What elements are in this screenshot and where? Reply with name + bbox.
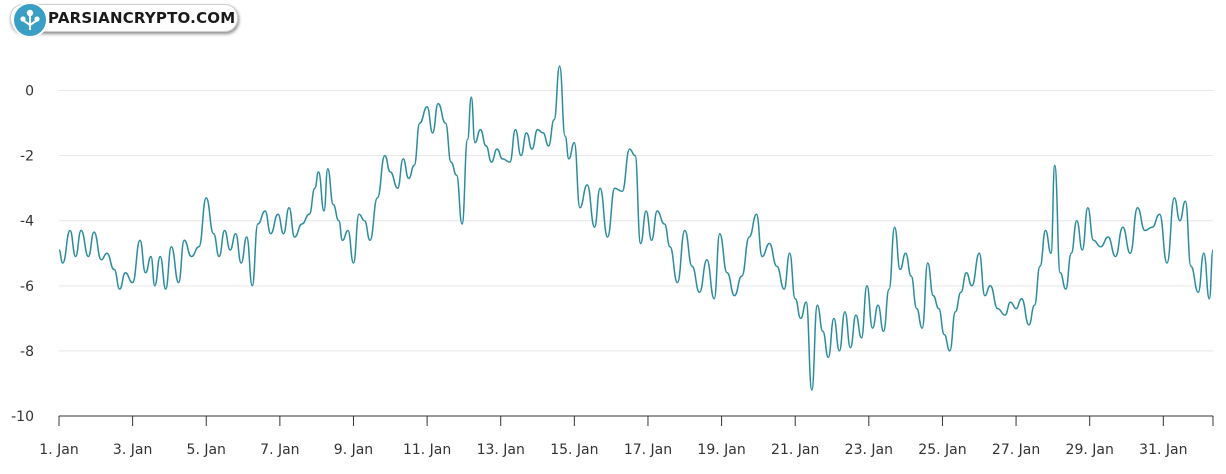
x-tick-label: 11. Jan <box>403 442 451 458</box>
x-tick-label: 21. Jan <box>771 442 819 458</box>
x-tick-label: 27. Jan <box>992 442 1040 458</box>
grid-lines <box>59 90 1213 352</box>
y-axis-labels: 0 -2 -4 -6 -8 -10 <box>11 84 34 425</box>
y-tick-label: -2 <box>20 149 34 165</box>
x-tick-label: 17. Jan <box>624 442 672 458</box>
brand-name[interactable]: PARSIANCRYPTO.COM <box>48 9 236 27</box>
x-tick-label: 3. Jan <box>113 442 152 458</box>
x-tick-label: 29. Jan <box>1066 442 1114 458</box>
x-tick-label: 13. Jan <box>477 442 525 458</box>
x-tick-label: 9. Jan <box>334 442 373 458</box>
x-tick-label: 25. Jan <box>918 442 966 458</box>
x-tick-label: 7. Jan <box>260 442 299 458</box>
y-tick-label: 0 <box>25 84 34 100</box>
x-tick-label: 15. Jan <box>550 442 598 458</box>
y-tick-label: -8 <box>20 344 34 360</box>
x-tick-label: 5. Jan <box>187 442 226 458</box>
series-group <box>58 65 1214 391</box>
series-line-0[interactable] <box>58 65 1214 391</box>
y-tick-label: -10 <box>11 409 34 425</box>
x-tick-label: 19. Jan <box>697 442 745 458</box>
logo-icon <box>12 2 48 38</box>
y-tick-label: -6 <box>20 279 34 295</box>
x-axis: 1. Jan 3. Jan 5. Jan 7. Jan 9. Jan 11. Jan 13.… <box>39 415 1214 458</box>
x-tick-label: 1. Jan <box>39 442 78 458</box>
x-tick-label: 31. Jan <box>1139 442 1187 458</box>
logo-badge-pill <box>10 4 238 32</box>
x-tick-label: 23. Jan <box>845 442 893 458</box>
y-tick-label: -4 <box>20 214 34 230</box>
